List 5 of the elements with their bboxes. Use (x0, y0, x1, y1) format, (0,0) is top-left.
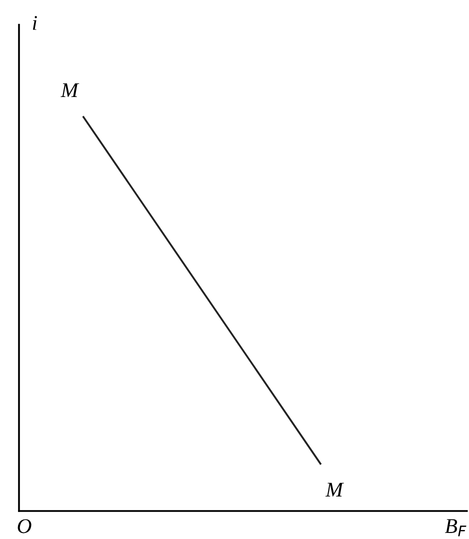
text: O (18, 519, 32, 534)
text: M (60, 83, 80, 97)
x-axis-title: B$_{F}$ (445, 519, 466, 536)
y-axis-title: i (32, 16, 37, 30)
annotation: M (325, 482, 344, 496)
